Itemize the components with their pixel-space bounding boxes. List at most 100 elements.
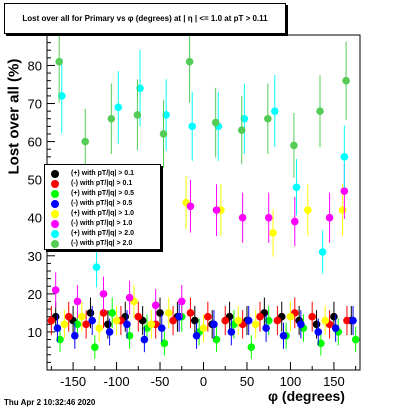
data-point: [91, 343, 99, 351]
data-point: [244, 316, 253, 325]
data-point: [133, 111, 142, 119]
data-point: [156, 309, 164, 317]
x-axis-label: φ (degrees): [268, 388, 345, 404]
data-point: [331, 324, 340, 332]
data-point: [212, 335, 221, 344]
y-tick-label: 20: [28, 287, 42, 302]
x-tick-label: 150: [323, 374, 345, 389]
data-point: [264, 213, 273, 222]
data-point: [73, 297, 82, 306]
data-point: [273, 316, 282, 325]
data-point: [269, 229, 277, 237]
data-point: [247, 343, 256, 351]
data-point: [151, 301, 160, 310]
data-point: [221, 316, 230, 325]
legend-label: (+) with pT/|q| > 2.0: [71, 230, 135, 237]
legend-item: (+) with pT/|q| > 1.0: [45, 209, 160, 219]
data-point: [270, 107, 279, 115]
data-point: [125, 331, 134, 340]
y-tick-label: 60: [28, 135, 42, 150]
data-point: [125, 293, 134, 302]
data-point: [60, 320, 69, 329]
y-tick-label: 50: [28, 173, 42, 188]
data-point: [188, 122, 196, 131]
data-point: [147, 320, 156, 329]
data-point: [338, 206, 347, 214]
data-point: [210, 320, 218, 329]
legend-marker: [51, 190, 59, 198]
data-point: [186, 202, 195, 211]
data-point: [262, 324, 270, 332]
data-point: [240, 114, 249, 123]
data-point: [82, 320, 90, 329]
data-point: [56, 335, 64, 344]
data-point: [51, 286, 60, 294]
data-point: [73, 320, 82, 329]
data-point: [175, 312, 183, 321]
data-point: [108, 309, 117, 317]
data-point: [251, 320, 260, 329]
data-point: [290, 217, 299, 226]
data-point: [330, 312, 338, 321]
data-point: [105, 328, 114, 336]
data-point: [99, 290, 108, 298]
data-point: [314, 328, 323, 336]
legend-label: (-) with pT/|q| > 0.1: [71, 180, 133, 187]
data-point: [114, 103, 123, 112]
data-point: [86, 309, 95, 317]
legend-item: (-) with pT/|q| > 0.5: [45, 199, 160, 209]
legend-item: (-) with pT/|q| > 2.0: [45, 239, 160, 249]
data-point: [123, 320, 131, 329]
data-point: [342, 76, 350, 85]
data-point: [177, 297, 186, 306]
x-tick-label: 0: [200, 374, 207, 389]
data-point: [57, 92, 66, 100]
legend-item: (+) with pT/|q| > 0.1: [45, 169, 160, 179]
legend-marker: [51, 230, 59, 238]
data-point: [279, 331, 288, 340]
data-point: [157, 324, 166, 332]
data-point: [92, 263, 101, 272]
data-point: [321, 316, 330, 325]
chart-title-box: Lost over all for Primary vs φ (degrees)…: [4, 3, 286, 34]
data-point: [304, 206, 312, 214]
data-point: [290, 141, 298, 150]
data-point: [81, 137, 90, 146]
x-tick-label: 100: [280, 374, 302, 389]
data-point: [317, 339, 325, 348]
legend-item: (-) with pT/|q| > 1.0: [45, 219, 160, 229]
data-point: [234, 316, 243, 325]
data-point: [164, 309, 173, 317]
legend-label: (+) with pT/|q| > 0.5: [71, 190, 135, 197]
data-point: [237, 126, 246, 134]
data-point: [204, 312, 212, 321]
y-tick-label: 10: [28, 325, 42, 340]
data-point: [264, 114, 272, 123]
data-point: [99, 309, 108, 317]
data-point: [134, 312, 143, 321]
data-point: [349, 316, 357, 325]
data-point: [238, 213, 247, 222]
legend-marker: [51, 170, 59, 178]
data-point: [53, 324, 62, 332]
data-point: [256, 312, 264, 321]
data-point: [64, 312, 73, 321]
data-point: [95, 324, 103, 332]
data-point: [227, 328, 236, 336]
legend-marker: [51, 210, 59, 218]
data-point: [297, 320, 305, 329]
data-point: [318, 248, 327, 256]
data-point: [340, 187, 349, 195]
y-tick-label: 30: [28, 249, 42, 264]
legend-marker: [51, 180, 59, 188]
data-point: [162, 111, 170, 119]
chart-title: Lost over all for Primary vs φ (degrees)…: [22, 14, 268, 23]
data-point: [55, 57, 63, 66]
legend-marker: [51, 220, 59, 228]
data-point: [136, 84, 144, 93]
data-point: [88, 316, 97, 325]
data-point: [104, 320, 112, 329]
timestamp: Thu Apr 2 10:32:46 2020: [4, 398, 96, 407]
data-point: [140, 335, 149, 344]
